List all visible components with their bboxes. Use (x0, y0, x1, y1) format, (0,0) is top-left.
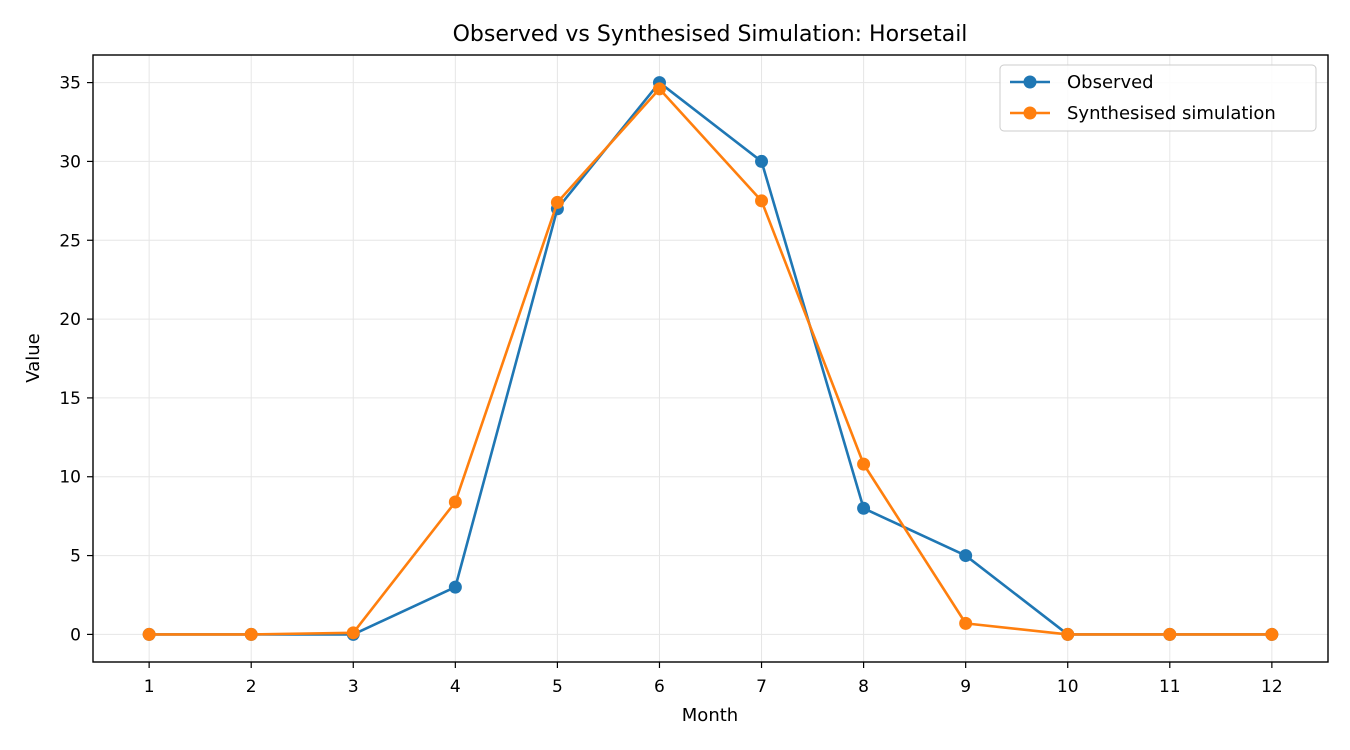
data-point (755, 154, 769, 168)
y-tick-label: 15 (59, 389, 81, 409)
series-layer (142, 76, 1279, 641)
y-tick-label: 0 (70, 625, 81, 645)
data-point (959, 549, 973, 563)
data-point (550, 195, 564, 209)
legend-marker (1023, 75, 1037, 89)
x-tick-label: 3 (348, 677, 359, 697)
data-point (1061, 627, 1075, 641)
data-point (857, 501, 871, 515)
data-point (448, 580, 462, 594)
y-axis-label: Value (23, 333, 44, 382)
series-synthesised-simulation (142, 82, 1279, 641)
x-tick-label: 6 (654, 677, 665, 697)
plot-frame (92, 54, 1329, 663)
data-point (346, 626, 360, 640)
legend: Observed Synthesised simulation (999, 64, 1317, 132)
data-point (755, 194, 769, 208)
data-point (1163, 627, 1177, 641)
y-tick-label: 20 (59, 310, 81, 330)
x-tick-label: 7 (756, 677, 767, 697)
legend-label: Observed (1067, 72, 1154, 93)
legend-label: Synthesised simulation (1067, 103, 1276, 124)
series-line (149, 87, 1272, 636)
y-tick-label: 25 (59, 231, 81, 251)
data-point (244, 627, 258, 641)
data-point (142, 627, 156, 641)
x-tick-label: 5 (552, 677, 563, 697)
legend-box (999, 64, 1317, 132)
x-tick-label: 1 (144, 677, 155, 697)
x-tick-label: 8 (858, 677, 869, 697)
x-tick-label: 4 (450, 677, 461, 697)
data-point (652, 82, 666, 96)
x-tick-label: 2 (246, 677, 257, 697)
x-tick-label: 11 (1159, 677, 1181, 697)
y-tick-label: 30 (59, 152, 81, 172)
x-axis-label: Month (682, 705, 738, 726)
data-point (857, 457, 871, 471)
data-point (1265, 627, 1279, 641)
x-tick-label: 9 (960, 677, 971, 697)
y-tick-label: 5 (70, 547, 81, 567)
chart-title: Observed vs Synthesised Simulation: Hors… (453, 22, 968, 47)
x-tick-label: 12 (1261, 677, 1283, 697)
data-point (959, 616, 973, 630)
y-tick-label: 10 (59, 468, 81, 488)
y-tick-label: 35 (59, 74, 81, 94)
x-tick-label: 10 (1057, 677, 1079, 697)
data-point (448, 495, 462, 509)
legend-marker (1023, 106, 1037, 120)
